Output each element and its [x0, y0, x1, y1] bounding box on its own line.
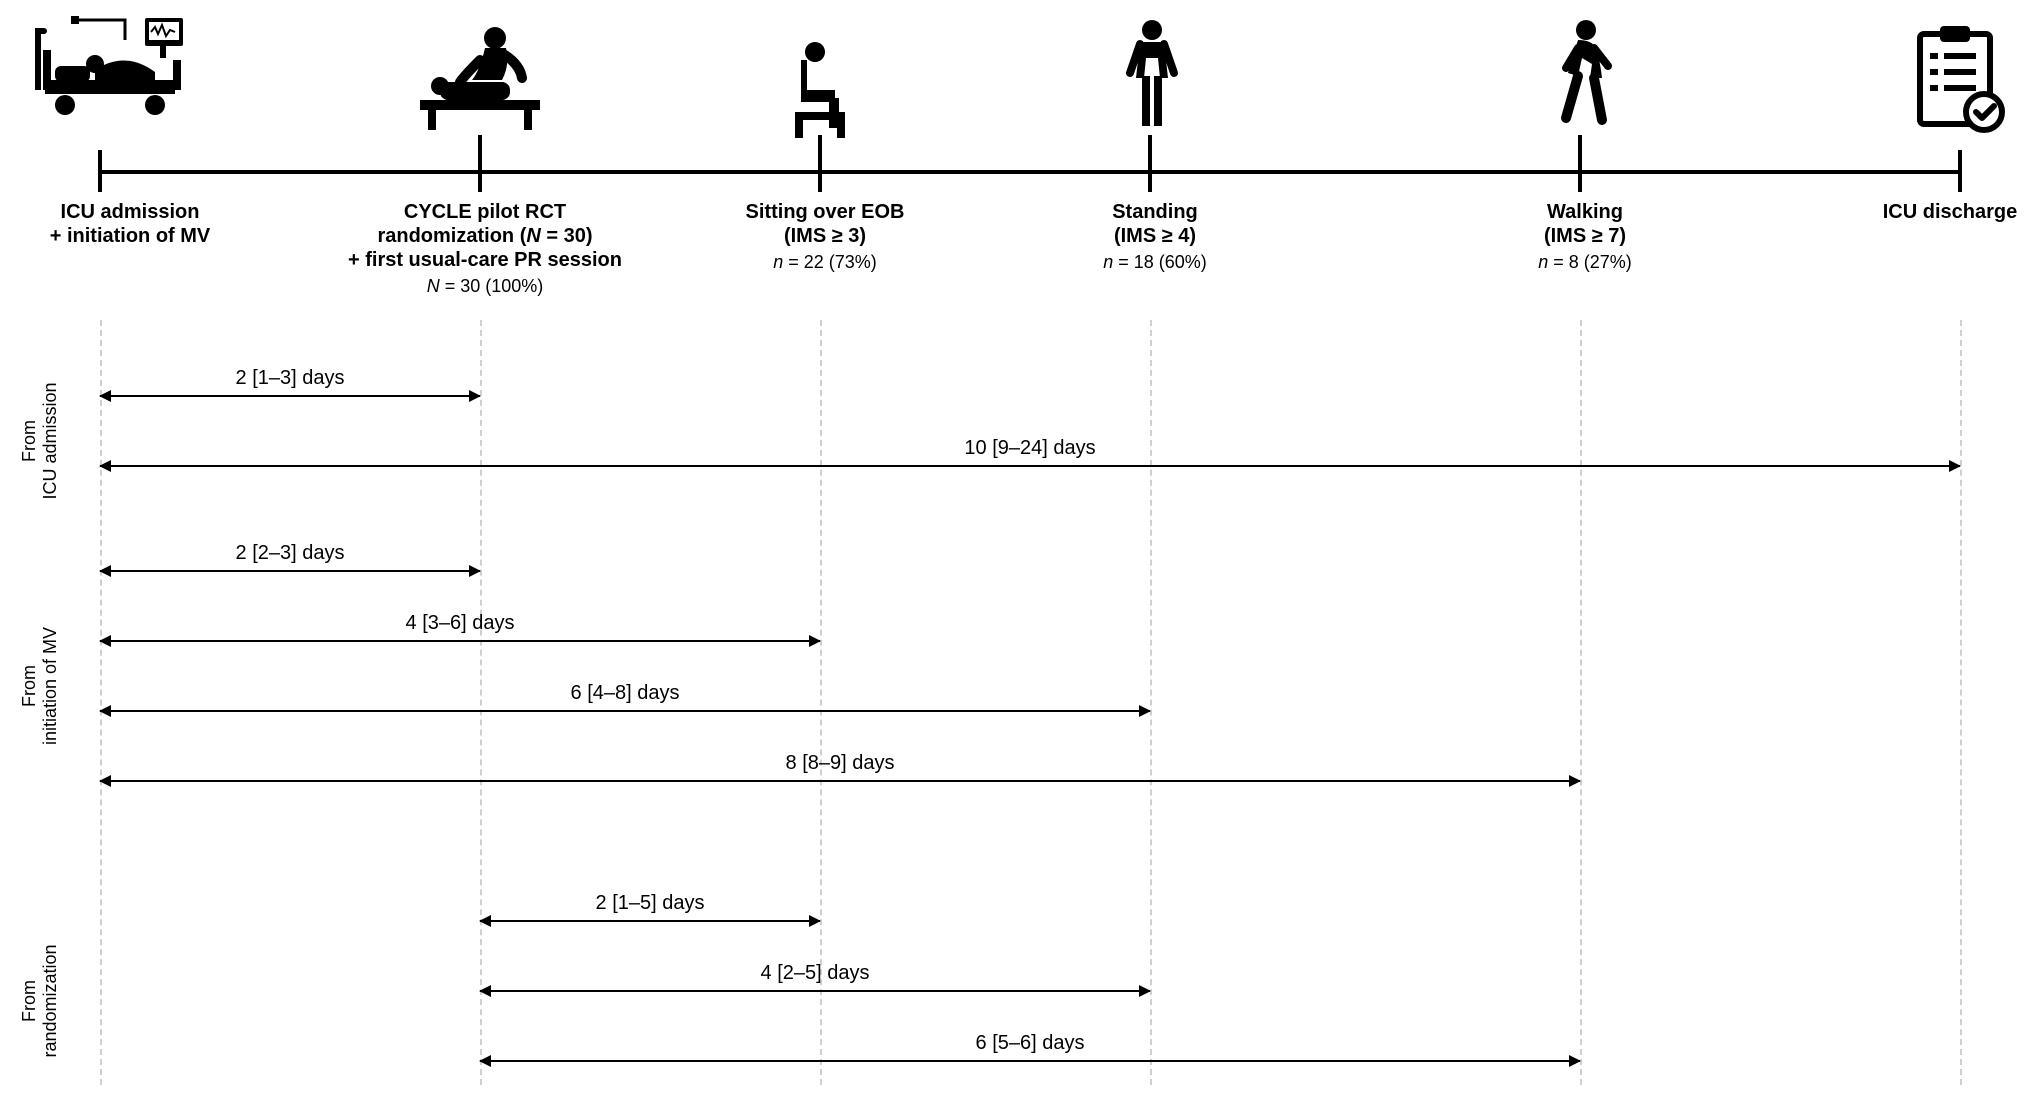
timeline-axis: [100, 170, 1960, 174]
standing-icon: [1122, 18, 1182, 138]
sitting-icon: [785, 40, 865, 140]
duration-arrow: [100, 570, 480, 572]
section-label: FromICU admission: [19, 361, 61, 521]
txt: (IMS ≥ 4): [1114, 225, 1196, 247]
event-label-standing: Standing (IMS ≥ 4) n = 18 (60%): [1050, 200, 1260, 274]
txt: Standing: [1112, 201, 1198, 223]
duration-label: 6 [4–8] days: [100, 682, 1150, 705]
walking-icon: [1548, 18, 1618, 138]
timeline-tick: [478, 135, 482, 192]
timeline-tick: [1578, 135, 1582, 192]
txt: ICU discharge: [1883, 201, 2017, 223]
duration-label: 4 [2–5] days: [480, 962, 1150, 985]
duration-label: 8 [8–9] days: [100, 752, 1580, 775]
section-label: Fromrandomization: [19, 921, 61, 1081]
txt: (IMS ≥ 3): [784, 225, 866, 247]
duration-arrow: [100, 710, 1150, 712]
duration-arrow: [100, 395, 480, 397]
timeline-tick: [1958, 150, 1962, 192]
txt: + first usual-care PR session: [348, 249, 622, 271]
icu-bed-icon: [35, 10, 205, 130]
diagram-canvas: ICU admission + initiation of MV CYCLE p…: [0, 0, 2032, 1108]
guide-line: [1580, 320, 1582, 1085]
event-label-icu-admission: ICU admission + initiation of MV: [0, 200, 260, 248]
txt: n = 8 (27%): [1480, 252, 1690, 274]
duration-label: 4 [3–6] days: [100, 612, 820, 635]
txt: Sitting over EOB: [746, 201, 905, 223]
duration-label: 2 [1–5] days: [480, 892, 820, 915]
event-label-randomization: CYCLE pilot RCT randomization (N = 30) +…: [330, 200, 640, 298]
duration-arrow: [100, 465, 1960, 467]
duration-label: 2 [2–3] days: [100, 542, 480, 565]
txt: (IMS ≥ 7): [1544, 225, 1626, 247]
guide-line: [1150, 320, 1152, 1085]
txt: n = 18 (60%): [1050, 252, 1260, 274]
duration-label: 6 [5–6] days: [480, 1032, 1580, 1055]
physio-icon: [410, 20, 560, 135]
timeline-tick: [1148, 135, 1152, 192]
duration-arrow: [480, 1060, 1580, 1062]
section-label: Frominitiation of MV: [19, 606, 61, 766]
event-label-walking: Walking (IMS ≥ 7) n = 8 (27%): [1480, 200, 1690, 274]
txt: CYCLE pilot RCT: [404, 201, 566, 223]
clipboard-check-icon: [1912, 20, 2007, 135]
duration-arrow: [480, 920, 820, 922]
duration-label: 10 [9–24] days: [100, 437, 1960, 460]
duration-arrow: [480, 990, 1150, 992]
timeline-tick: [98, 150, 102, 192]
txt: N = 30 (100%): [330, 276, 640, 298]
event-label-sitting: Sitting over EOB (IMS ≥ 3) n = 22 (73%): [710, 200, 940, 274]
txt: ICU admission: [61, 201, 200, 223]
txt: + initiation of MV: [50, 225, 211, 247]
duration-arrow: [100, 780, 1580, 782]
duration-label: 2 [1–3] days: [100, 367, 480, 390]
txt: randomization (N = 30): [377, 225, 592, 247]
guide-line: [1960, 320, 1962, 1085]
txt: Walking: [1547, 201, 1623, 223]
timeline-tick: [818, 135, 822, 192]
duration-arrow: [100, 640, 820, 642]
event-label-discharge: ICU discharge: [1850, 200, 2032, 224]
txt: n = 22 (73%): [710, 252, 940, 274]
